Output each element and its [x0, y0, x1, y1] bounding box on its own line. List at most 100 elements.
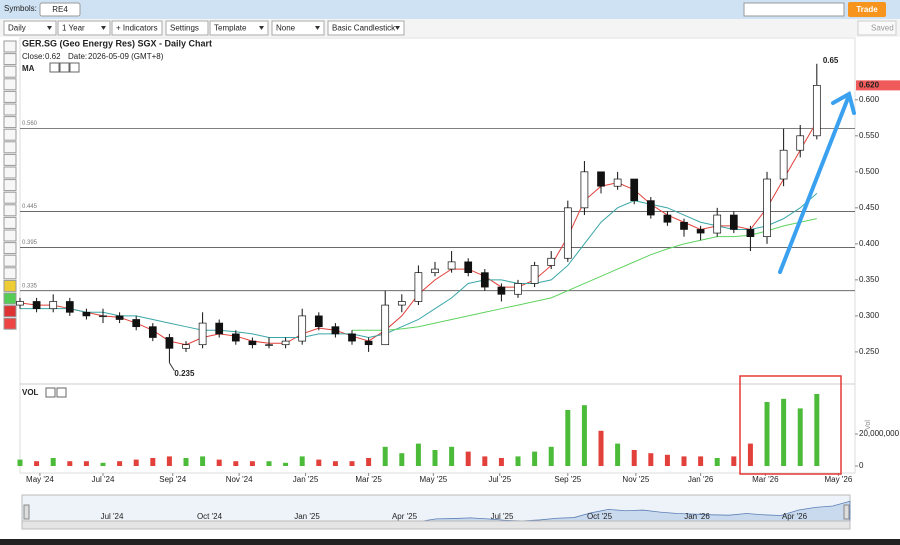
drawing-tool[interactable] — [3, 254, 17, 267]
control-button[interactable] — [327, 20, 405, 36]
candle-body — [431, 268, 439, 274]
drawing-tool[interactable] — [3, 153, 17, 166]
bottom-bar — [0, 539, 900, 545]
indicator-icon[interactable] — [69, 62, 80, 73]
volume-bar — [664, 454, 670, 466]
candle-body — [597, 171, 605, 187]
volume-bar — [781, 398, 787, 466]
volume-bar — [34, 461, 40, 466]
volume-bar — [183, 458, 189, 466]
candle-body — [231, 333, 240, 342]
x-tick-label: May '25 — [419, 475, 447, 484]
volume-bar — [332, 461, 338, 466]
y-tick-label: 0.300 — [859, 311, 880, 320]
drawing-tool[interactable] — [3, 40, 17, 53]
drawing-tool[interactable] — [3, 279, 17, 292]
candle-body — [182, 344, 190, 349]
volume-bar — [216, 459, 222, 466]
drawing-tool[interactable] — [3, 53, 17, 66]
top-bar — [0, 0, 900, 19]
control-button[interactable] — [165, 20, 209, 36]
control-button[interactable] — [209, 20, 269, 36]
highlight-box — [739, 375, 842, 475]
drawing-tool[interactable] — [3, 128, 17, 141]
vol-tick-label: 20,000,000 — [859, 429, 900, 438]
candle-body — [663, 214, 672, 223]
candle-body — [381, 304, 390, 346]
volume-bar — [698, 456, 704, 466]
candle-body — [514, 283, 522, 295]
drawing-tool[interactable] — [3, 179, 17, 192]
candle-body — [480, 272, 489, 288]
drawing-tool[interactable] — [3, 65, 17, 78]
control-button[interactable] — [111, 20, 163, 36]
candle-body — [65, 301, 74, 313]
volume-bar — [731, 456, 737, 466]
x-tick-label: Jul '25 — [488, 475, 511, 484]
volume-bar — [17, 459, 23, 466]
level-label: 0.395 — [22, 240, 38, 246]
navigator-label: Oct '24 — [197, 512, 223, 521]
drawing-tool[interactable] — [3, 204, 17, 217]
navigator-handle[interactable] — [843, 504, 850, 520]
volume-bar — [366, 458, 372, 466]
drawing-tool[interactable] — [3, 141, 17, 154]
search-box[interactable] — [743, 2, 845, 17]
candle-body — [646, 200, 655, 216]
volume-bar — [648, 453, 654, 466]
drawing-tool[interactable] — [3, 116, 17, 129]
navigator-handle[interactable] — [23, 504, 30, 520]
volume-bar — [797, 408, 803, 466]
low-annotation: 0.235 — [174, 369, 195, 378]
drawing-tool[interactable] — [3, 103, 17, 116]
volume-bar — [133, 459, 139, 466]
indicator-icon[interactable] — [45, 387, 56, 398]
volume-bar — [764, 402, 770, 466]
x-tick-label: Jul '24 — [92, 475, 115, 484]
candle-body — [547, 257, 556, 266]
drawing-tool[interactable] — [3, 305, 17, 318]
candle-body — [215, 322, 224, 335]
volume-bar — [631, 450, 637, 466]
control-button[interactable] — [57, 20, 111, 36]
drawing-tool[interactable] — [3, 317, 17, 330]
volume-bar — [415, 443, 421, 466]
volume-bar — [615, 443, 621, 466]
volume-bar — [681, 456, 687, 466]
volume-bar — [399, 453, 405, 466]
control-button[interactable] — [3, 20, 57, 36]
trade-label: Trade — [856, 5, 878, 14]
y-tick-label: 0.600 — [859, 95, 880, 104]
y-tick-label: 0.350 — [859, 275, 880, 284]
candle-body — [82, 311, 91, 317]
control-label: Daily — [8, 24, 26, 33]
drawing-tool[interactable] — [3, 292, 17, 305]
volume-bar — [67, 461, 73, 466]
indicator-icon[interactable] — [59, 62, 70, 73]
y-tick-label: 0.250 — [859, 347, 880, 356]
volume-bar — [100, 462, 106, 466]
candle-body — [132, 319, 141, 328]
indicator-icon[interactable] — [49, 62, 60, 73]
volume-bar — [747, 443, 753, 466]
trade-button[interactable] — [848, 2, 886, 17]
volume-bar — [814, 394, 820, 466]
drawing-tool[interactable] — [3, 78, 17, 91]
control-label: Basic Candlestick — [332, 24, 396, 33]
drawing-tool[interactable] — [3, 216, 17, 229]
candle-body — [530, 265, 539, 284]
scrollbar[interactable] — [21, 520, 851, 530]
symbol-input[interactable] — [39, 2, 81, 17]
indicator-icon[interactable] — [56, 387, 67, 398]
dropdown-caret — [259, 26, 264, 30]
saved-button[interactable] — [857, 20, 897, 36]
drawing-tool[interactable] — [3, 229, 17, 242]
drawing-tool[interactable] — [3, 90, 17, 103]
drawing-tool[interactable] — [3, 267, 17, 280]
drawing-tool[interactable] — [3, 242, 17, 255]
candle-body — [49, 301, 58, 310]
drawing-tool[interactable] — [3, 166, 17, 179]
drawing-tool[interactable] — [3, 191, 17, 204]
control-button[interactable] — [271, 20, 325, 36]
